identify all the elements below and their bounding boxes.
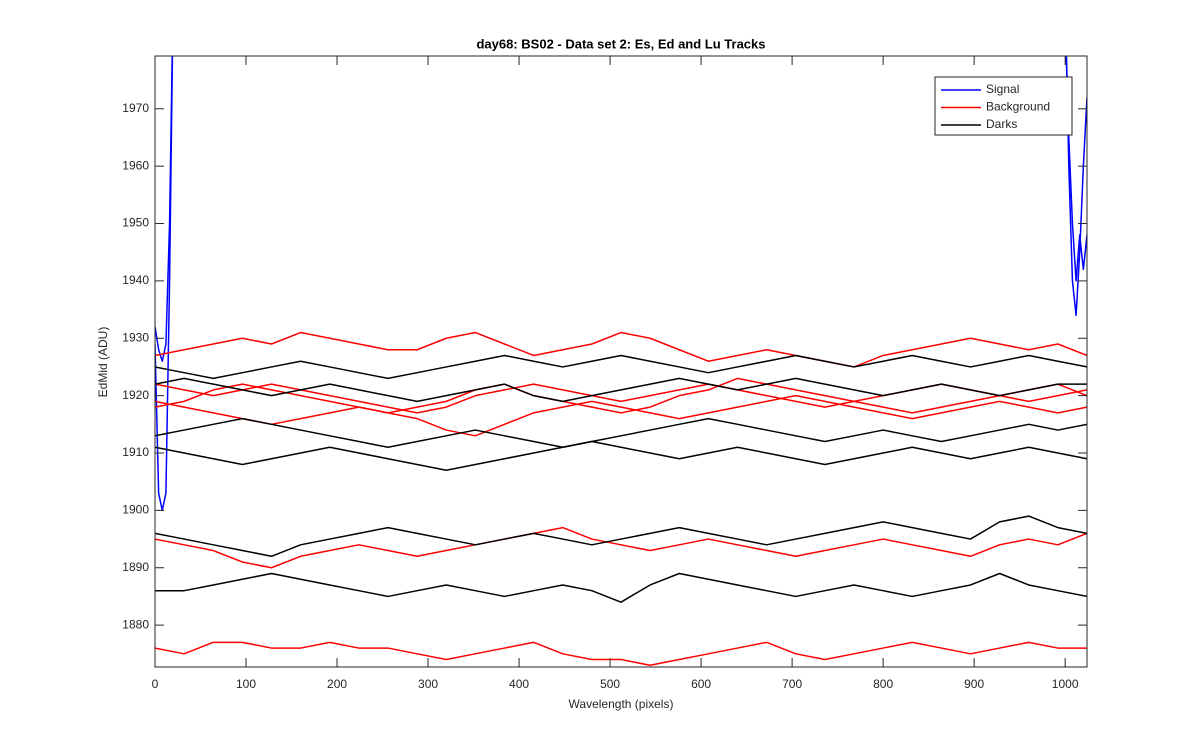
lines — [155, 56, 1087, 667]
x-tick-label: 100 — [236, 677, 256, 691]
y-tick-label: 1890 — [122, 560, 149, 574]
series-line — [155, 641, 1087, 667]
y-tick-label: 1920 — [122, 388, 149, 402]
x-tick-label: 0 — [152, 677, 159, 691]
series-line — [155, 440, 1087, 471]
x-tick-label: 200 — [327, 677, 347, 691]
series-line — [155, 354, 1087, 380]
legend-label: Darks — [986, 117, 1017, 131]
series-line — [155, 572, 1087, 603]
x-tick-label: 500 — [600, 677, 620, 691]
x-axis-label: Wavelength (pixels) — [569, 697, 674, 711]
y-tick-label: 1940 — [122, 273, 149, 287]
x-tick-label: 1000 — [1052, 677, 1079, 691]
y-tick-label: 1950 — [122, 216, 149, 230]
x-tick-label: 800 — [873, 677, 893, 691]
series-line — [155, 417, 1087, 449]
legend-label: Background — [986, 100, 1050, 114]
y-tick-label: 1930 — [122, 330, 149, 344]
series-line — [155, 377, 1087, 414]
series-line — [155, 331, 1087, 368]
chart-title: day68: BS02 - Data set 2: Es, Ed and Lu … — [476, 36, 765, 51]
y-tick-label: 1910 — [122, 445, 149, 459]
x-tick-label: 600 — [691, 677, 711, 691]
plot-area — [155, 56, 1087, 667]
x-tick-label: 900 — [964, 677, 984, 691]
axes-box — [154, 55, 1088, 668]
series-line — [155, 394, 1087, 437]
series-line — [155, 515, 1087, 558]
x-tick-label: 400 — [509, 677, 529, 691]
y-tick-label: 1900 — [122, 503, 149, 517]
y-tick-label: 1960 — [122, 158, 149, 172]
series-line — [155, 377, 1087, 403]
y-axis-label: EdMid (ADU) — [96, 327, 110, 398]
y-tick-label: 1970 — [122, 101, 149, 115]
series-line — [155, 56, 1087, 512]
x-tick-label: 300 — [418, 677, 438, 691]
series-line — [155, 526, 1087, 569]
y-tick-label: 1880 — [122, 617, 149, 631]
legend-label: Signal — [986, 82, 1019, 96]
x-tick-label: 700 — [782, 677, 802, 691]
